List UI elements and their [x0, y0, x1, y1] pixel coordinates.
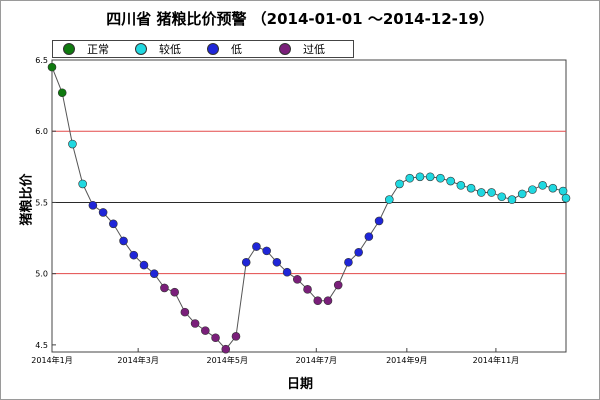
data-point-34: [395, 179, 404, 189]
data-point-46: [517, 189, 527, 199]
data-point-4: [88, 200, 98, 210]
data-point-16: [211, 333, 220, 343]
data-point-13: [180, 307, 190, 317]
data-point-22: [272, 257, 282, 267]
legend-label-normal: 正常: [87, 43, 109, 56]
y-tick-label: 4.5: [35, 341, 48, 350]
data-point-37: [425, 172, 435, 182]
data-point-7: [119, 236, 128, 246]
data-point-1: [57, 88, 67, 98]
data-point-2: [68, 139, 77, 149]
data-point-44: [497, 192, 507, 202]
plot-border: [51, 59, 567, 353]
data-point-8: [129, 250, 139, 260]
y-tick-label: 6.5: [35, 56, 48, 65]
data-point-23: [282, 267, 292, 277]
legend-label-low: 较低: [159, 43, 181, 56]
data-point-47: [528, 185, 537, 194]
data-point-6: [109, 219, 118, 229]
legend-item-too-low: 过低: [279, 41, 341, 57]
y-axis-label: 猪粮比价: [19, 173, 35, 226]
data-point-39: [446, 176, 455, 186]
data-point-5: [98, 208, 108, 217]
x-axis-label: 日期: [286, 377, 313, 392]
legend-label-too-low: 过低: [303, 43, 325, 56]
data-point-33: [385, 195, 394, 204]
legend-item-normal: 正常: [63, 41, 125, 57]
data-point-30: [354, 247, 363, 257]
data-point-29: [344, 257, 353, 267]
data-point-10: [149, 269, 159, 278]
legend-item-low: 较低: [135, 41, 197, 57]
data-point-43: [487, 188, 496, 197]
data-point-26: [313, 296, 323, 306]
x-tick-label: 2014年11月: [473, 355, 520, 365]
y-tick-label: 6.0: [35, 127, 48, 136]
data-point-42: [477, 188, 486, 197]
data-point-20: [252, 242, 261, 251]
data-point-9: [139, 260, 149, 270]
data-point-24: [293, 275, 302, 284]
x-tick-label: 2014年3月: [117, 355, 158, 365]
data-point-35: [405, 173, 415, 183]
series-line: [51, 66, 567, 350]
data-point-36: [415, 172, 425, 182]
data-point-27: [323, 296, 333, 306]
legend-marker-low: [135, 43, 147, 55]
x-tick-label: 2014年7月: [296, 355, 337, 365]
data-point-45: [507, 195, 517, 204]
legend-item-very-low: 低: [207, 41, 269, 57]
data-point-12: [170, 287, 179, 297]
y-tick-label: 5.0: [35, 270, 48, 279]
data-point-25: [303, 285, 312, 294]
legend-marker-normal: [63, 43, 75, 55]
x-tick-label: 2014年5月: [207, 355, 248, 365]
x-tick-label: 2014年9月: [386, 355, 427, 365]
data-point-15: [201, 326, 210, 335]
legend-marker-very-low: [207, 43, 219, 55]
data-point-19: [241, 257, 251, 267]
data-point-14: [190, 319, 200, 328]
data-point-51: [561, 193, 571, 203]
legend-marker-too-low: [279, 43, 291, 55]
y-tick-label: 5.5: [35, 198, 48, 207]
data-point-40: [456, 181, 466, 190]
data-point-18: [231, 332, 241, 341]
data-point-49: [548, 183, 558, 193]
data-point-48: [538, 181, 547, 190]
legend-label-very-low: 低: [231, 43, 242, 56]
data-point-28: [333, 280, 343, 290]
data-point-31: [364, 232, 374, 241]
data-point-0: [47, 62, 57, 72]
data-point-21: [262, 246, 271, 256]
data-point-38: [436, 173, 445, 183]
chart-legend: 正常 较低 低 过低: [52, 40, 354, 58]
data-point-17: [221, 344, 231, 354]
data-point-3: [78, 179, 87, 189]
data-point-11: [160, 283, 169, 293]
data-point-32: [374, 216, 384, 226]
data-point-41: [466, 183, 476, 193]
chart-title: 四川省 猪粮比价预警 （2014-01-01 ～2014-12-19）: [106, 10, 494, 28]
data-point-50: [558, 186, 568, 196]
x-tick-label: 2014年1月: [31, 355, 72, 365]
